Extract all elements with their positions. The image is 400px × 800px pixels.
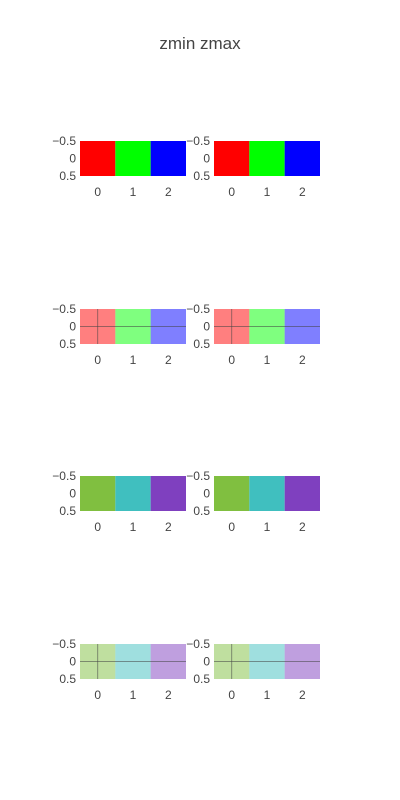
x-tick-label: 1 bbox=[130, 688, 137, 702]
x-tick-label: 2 bbox=[299, 688, 306, 702]
x-tick-label: 1 bbox=[264, 185, 271, 199]
y-tick-label: 0 bbox=[69, 320, 76, 334]
image-pixel bbox=[214, 141, 250, 176]
image-pixel bbox=[249, 476, 285, 511]
x-tick-label: 0 bbox=[228, 185, 235, 199]
y-tick-label: 0 bbox=[69, 487, 76, 501]
y-tick-label: 0.5 bbox=[59, 169, 76, 183]
y-tick-label: 0.5 bbox=[59, 672, 76, 686]
x-tick-label: 0 bbox=[94, 688, 101, 702]
y-tick-label: −0.5 bbox=[186, 469, 210, 483]
x-tick-label: 1 bbox=[130, 520, 137, 534]
y-tick-label: 0 bbox=[203, 320, 210, 334]
subplot-2-2: −0.5 0 0.5 0 1 2 bbox=[186, 302, 320, 367]
image-pixel bbox=[284, 476, 320, 511]
x-tick-label: 2 bbox=[165, 353, 172, 367]
x-tick-label: 1 bbox=[130, 185, 137, 199]
x-tick-label: 2 bbox=[299, 185, 306, 199]
x-tick-label: 0 bbox=[94, 185, 101, 199]
image-pixel bbox=[80, 141, 116, 176]
image-pixel bbox=[115, 476, 151, 511]
y-tick-label: −0.5 bbox=[186, 302, 210, 316]
x-tick-label: 1 bbox=[130, 353, 137, 367]
image-pixel bbox=[150, 141, 186, 176]
subplot-4-2: −0.5 0 0.5 0 1 2 bbox=[186, 637, 320, 702]
image-pixel bbox=[284, 141, 320, 176]
chart-title: zmin zmax bbox=[159, 34, 241, 53]
image-pixel bbox=[80, 476, 116, 511]
y-tick-label: −0.5 bbox=[52, 302, 76, 316]
subplot-4-1: −0.5 0 0.5 0 1 2 bbox=[52, 637, 186, 702]
x-tick-label: 0 bbox=[94, 353, 101, 367]
x-tick-label: 0 bbox=[228, 353, 235, 367]
y-tick-label: 0.5 bbox=[193, 169, 210, 183]
image-pixel bbox=[115, 141, 151, 176]
y-tick-label: −0.5 bbox=[186, 637, 210, 651]
image-pixel bbox=[214, 476, 250, 511]
y-tick-label: 0 bbox=[203, 487, 210, 501]
subplot-3-2: −0.5 0 0.5 0 1 2 bbox=[186, 469, 320, 534]
x-tick-label: 2 bbox=[299, 353, 306, 367]
y-tick-label: −0.5 bbox=[52, 469, 76, 483]
subplot-1-1: −0.5 0 0.5 0 1 2 bbox=[52, 134, 186, 199]
y-tick-label: 0 bbox=[69, 152, 76, 166]
y-tick-label: 0.5 bbox=[193, 504, 210, 518]
y-tick-label: 0.5 bbox=[193, 337, 210, 351]
x-tick-label: 0 bbox=[228, 520, 235, 534]
y-tick-label: 0 bbox=[203, 152, 210, 166]
subplot-2-1: −0.5 0 0.5 0 1 2 bbox=[52, 302, 186, 367]
x-tick-label: 2 bbox=[165, 520, 172, 534]
y-tick-label: −0.5 bbox=[186, 134, 210, 148]
image-pixel bbox=[249, 141, 285, 176]
y-tick-label: 0 bbox=[69, 655, 76, 669]
x-tick-label: 2 bbox=[299, 520, 306, 534]
y-tick-label: 0.5 bbox=[59, 337, 76, 351]
y-tick-label: 0.5 bbox=[193, 672, 210, 686]
subplot-3-1: −0.5 0 0.5 0 1 2 bbox=[52, 469, 186, 534]
x-tick-label: 2 bbox=[165, 688, 172, 702]
x-tick-label: 0 bbox=[228, 688, 235, 702]
image-pixel bbox=[150, 476, 186, 511]
x-tick-label: 1 bbox=[264, 353, 271, 367]
y-tick-label: −0.5 bbox=[52, 134, 76, 148]
y-tick-label: 0 bbox=[203, 655, 210, 669]
x-tick-label: 0 bbox=[94, 520, 101, 534]
y-tick-label: −0.5 bbox=[52, 637, 76, 651]
y-tick-label: 0.5 bbox=[59, 504, 76, 518]
x-tick-label: 1 bbox=[264, 520, 271, 534]
x-tick-label: 2 bbox=[165, 185, 172, 199]
x-tick-label: 1 bbox=[264, 688, 271, 702]
subplot-1-2: −0.5 0 0.5 0 1 2 bbox=[186, 134, 320, 199]
